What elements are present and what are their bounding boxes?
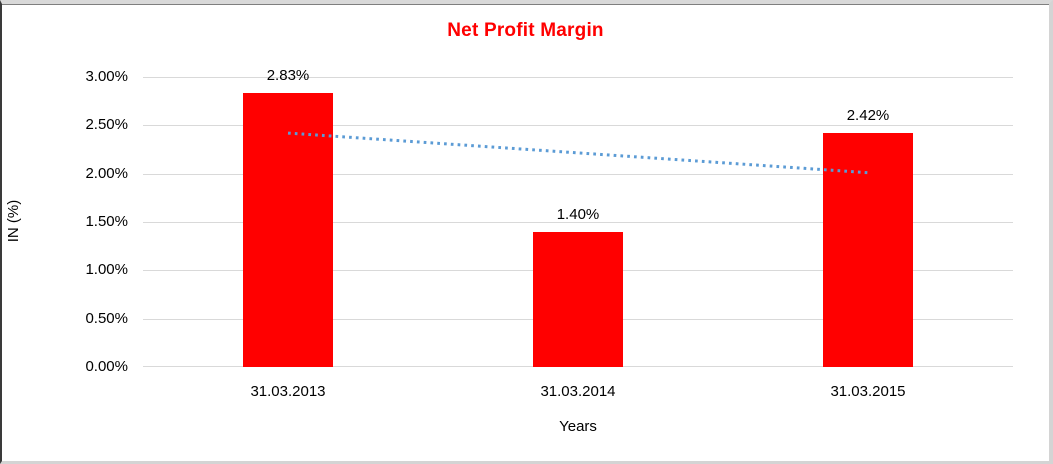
bar-value-label: 2.83% bbox=[266, 67, 310, 85]
y-tick-label: 1.50% bbox=[85, 213, 128, 230]
x-tick-label: 31.03.2013 bbox=[250, 383, 326, 400]
y-tick-label: 3.00% bbox=[85, 68, 128, 85]
plot-area: 2.83% 1.40% 2.42% bbox=[143, 67, 1013, 367]
x-axis-title: Years bbox=[559, 418, 597, 435]
bar-value-label: 1.40% bbox=[556, 205, 600, 223]
trendline bbox=[287, 131, 869, 175]
bar-31.03.2013 bbox=[243, 93, 333, 367]
gridline bbox=[143, 222, 1013, 223]
x-tick-label: 31.03.2015 bbox=[830, 383, 906, 400]
y-tick-label: 1.00% bbox=[85, 261, 128, 279]
bar-31.03.2014 bbox=[533, 231, 623, 367]
gridline bbox=[143, 77, 1013, 78]
gridline bbox=[143, 173, 1013, 175]
y-tick-label: 2.00% bbox=[85, 164, 128, 182]
y-tick-label: 2.50% bbox=[85, 116, 128, 134]
chart-title: Net Profit Margin bbox=[447, 20, 604, 41]
y-tick-label: 0.50% bbox=[85, 309, 128, 327]
y-tick-label: 0.00% bbox=[85, 358, 128, 375]
gridline bbox=[143, 125, 1013, 127]
x-tick-label: 31.03.2014 bbox=[540, 383, 616, 400]
bar-value-label: 2.42% bbox=[846, 107, 890, 125]
